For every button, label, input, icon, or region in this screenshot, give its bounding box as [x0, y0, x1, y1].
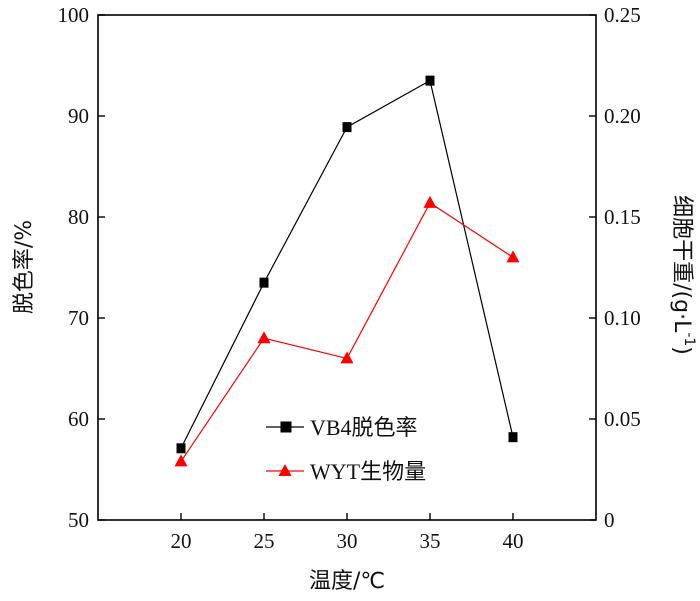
data-point-triangle [340, 351, 354, 364]
legend-label-wyt: WYT生物量 [310, 459, 426, 484]
y2-tick-label: 0.25 [604, 3, 641, 27]
y-tick-label: 50 [68, 508, 89, 532]
x-tick-label: 40 [503, 529, 524, 553]
data-point-square [508, 432, 518, 443]
data-point-square [176, 443, 186, 454]
series-line-1 [180, 79, 514, 449]
data-point-square [425, 75, 435, 86]
data-point-square [259, 277, 269, 288]
right-axis: 0 0.05 0.10 0.15 0.20 0.25 [589, 3, 641, 532]
y2-axis-title-end: ) [669, 346, 694, 355]
x-tick-label: 25 [254, 529, 275, 553]
data-point-triangle [423, 195, 437, 208]
series-layer [174, 75, 520, 467]
data-point-square [342, 122, 352, 133]
y2-tick-label: 0.10 [604, 306, 641, 330]
data-point-triangle [506, 250, 520, 263]
x-axis: 20 25 30 35 40 [171, 513, 524, 553]
legend-marker-vb4 [280, 421, 292, 433]
y-axis-title: 脱色率/% [12, 220, 37, 314]
y-tick-label: 100 [58, 3, 90, 27]
y2-tick-label: 0.20 [604, 104, 641, 128]
x-tick-label: 30 [337, 529, 358, 553]
left-axis: 50 60 70 80 90 100 [58, 3, 105, 532]
x-axis-title: 温度/℃ [309, 569, 385, 594]
data-point-triangle [257, 331, 271, 344]
data-point-triangle [174, 454, 188, 467]
x-tick-label: 35 [420, 529, 441, 553]
x-tick-label: 20 [171, 529, 192, 553]
legend-marker-wyt [278, 464, 292, 476]
y2-tick-label: 0.15 [604, 205, 641, 229]
y-tick-label: 80 [68, 205, 89, 229]
y-tick-label: 70 [68, 306, 89, 330]
y2-axis-title: 细胞干重/(g·L-1) [669, 195, 697, 355]
legend-label-vb4: VB4脱色率 [310, 415, 418, 440]
y-tick-label: 90 [68, 104, 89, 128]
y2-tick-label: 0 [604, 508, 615, 532]
y-tick-label: 60 [68, 407, 89, 431]
legend: VB4脱色率 WYT生物量 [266, 415, 426, 484]
plot-frame [97, 14, 597, 521]
y2-tick-label: 0.05 [604, 407, 641, 431]
y2-axis-title-superscript: -1 [681, 332, 697, 346]
y2-axis-title-main: 细胞干重/(g·L [669, 195, 694, 333]
